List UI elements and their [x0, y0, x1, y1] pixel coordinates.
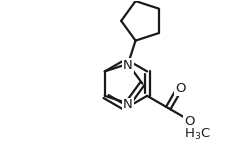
Text: O: O: [184, 115, 195, 128]
Text: N: N: [123, 59, 133, 72]
Text: O: O: [175, 82, 186, 95]
Text: H$_3$C: H$_3$C: [184, 127, 210, 142]
Text: N: N: [123, 98, 133, 111]
